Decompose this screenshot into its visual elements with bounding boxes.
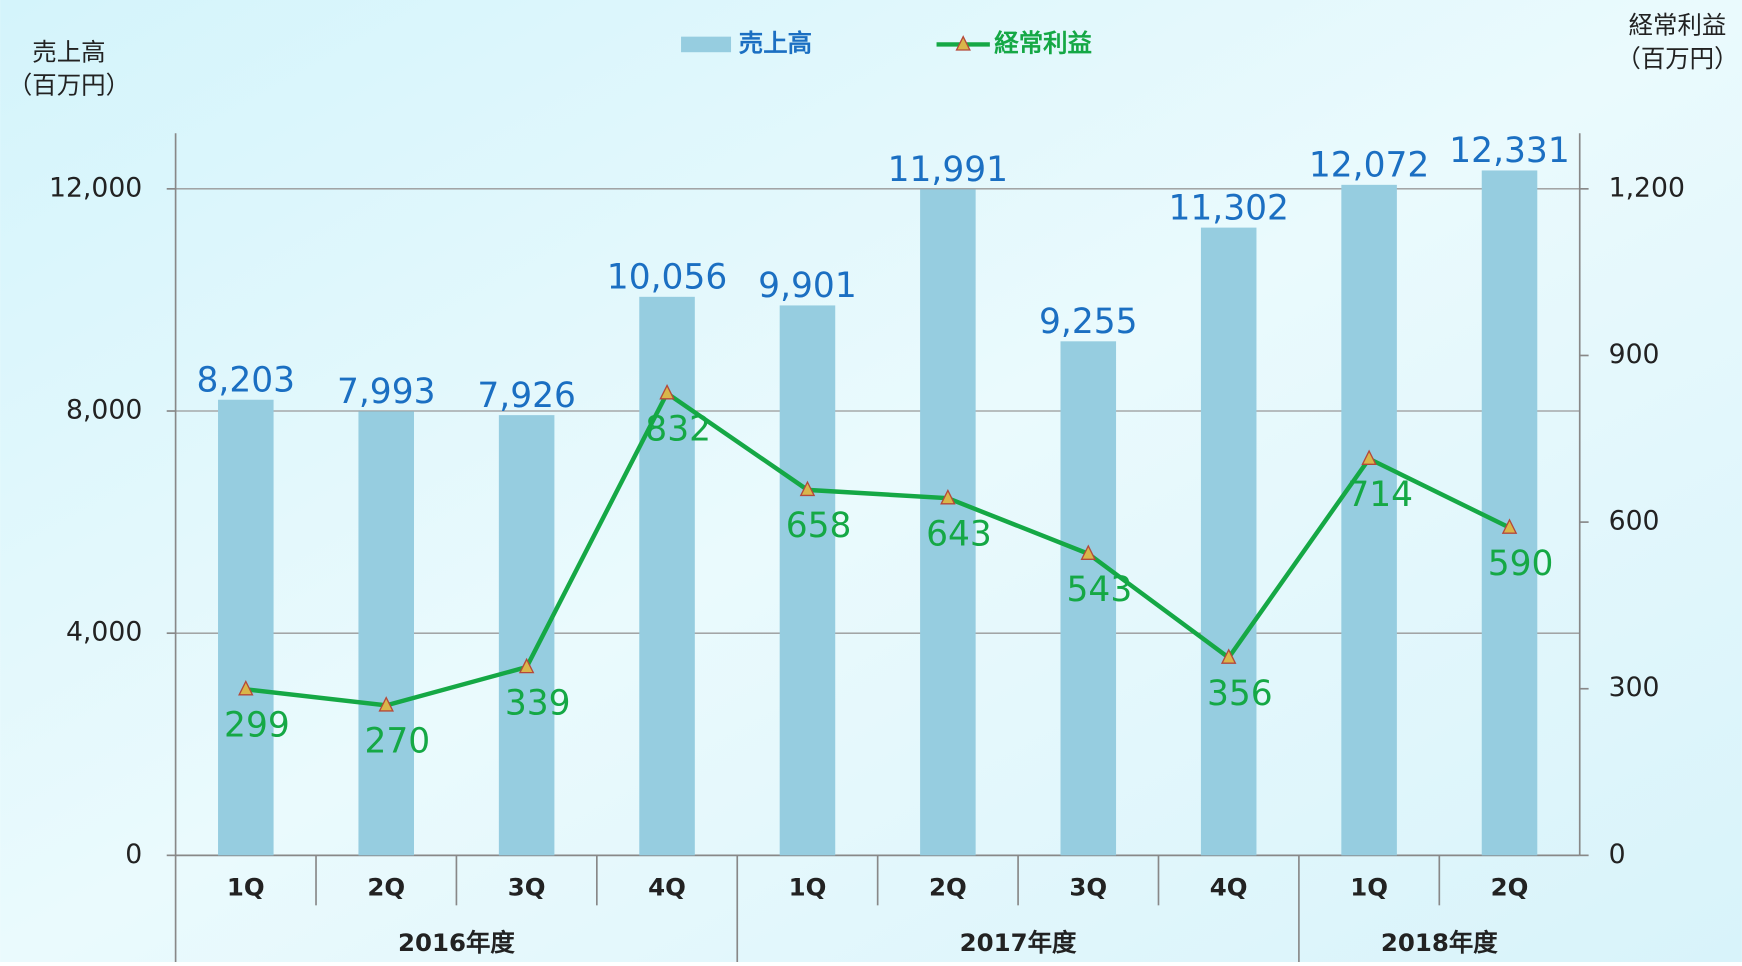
y2-axis-title: （百万円） [1616,44,1738,73]
bar [920,189,976,856]
y-tick-label: 12,000 [49,172,142,203]
bar [1200,227,1257,856]
x-tick-label: 3Q [508,873,546,902]
bar-value-label: 9,255 [1039,302,1138,342]
legend-marker [955,35,971,51]
y2-tick-label: 300 [1609,672,1660,703]
bar-value-label: 12,072 [1309,146,1429,186]
x-tick-label: 2Q [929,873,967,902]
marker [1501,518,1518,534]
x-tick-label: 3Q [1069,873,1107,902]
x-tick-label: 1Q [789,873,827,902]
y-axis-title: 売上高 [32,37,105,66]
bar [1481,170,1538,856]
x-tick-label: 1Q [227,873,265,902]
y-tick-label: 0 [125,839,142,870]
legend-label: 経常利益 [994,28,1092,57]
legend-swatch [681,36,732,53]
marker [518,657,535,674]
bar [1341,184,1397,856]
y-tick-label: 4,000 [66,617,142,648]
line-value-label: 270 [364,722,430,762]
bar [639,296,695,856]
line-value-label: 299 [224,706,290,746]
y-tick-label: 8,000 [66,395,142,426]
bar [358,411,414,856]
marker [799,480,816,497]
marker [378,696,394,712]
group-label: 2017年度 [960,928,1077,957]
bar-value-label: 8,203 [197,360,296,400]
bar-value-label: 11,302 [1168,188,1288,228]
x-tick-label: 4Q [1210,873,1248,902]
marker [659,383,675,400]
group-label: 2016年度 [398,928,515,957]
line-value-label: 714 [1347,475,1413,515]
bar-value-label: 7,926 [477,376,576,416]
bar [498,415,555,856]
line [245,389,1511,708]
marker [1220,648,1237,664]
y2-axis-title: 経常利益 [1629,11,1727,40]
line-value-label: 643 [926,514,992,554]
line-value-label: 356 [1207,674,1273,714]
y2-tick-label: 1,200 [1609,172,1685,203]
bar [779,305,836,856]
y2-tick-label: 600 [1609,506,1660,537]
x-tick-label: 2Q [367,873,405,902]
line-value-label: 339 [505,683,571,723]
bar-value-label: 11,991 [888,150,1008,190]
bar [1060,341,1117,856]
bar-value-label: 9,901 [758,266,857,306]
y-axis-title: （百万円） [8,71,130,100]
line-value-label: 543 [1067,570,1133,610]
y2-tick-label: 0 [1609,839,1626,870]
x-tick-label: 2Q [1491,873,1529,902]
x-tick-label: 1Q [1350,873,1388,902]
bar-value-label: 7,993 [337,372,436,412]
marker [1361,449,1377,466]
marker [238,680,254,696]
group-label: 2018年度 [1381,928,1498,957]
line-value-label: 658 [786,506,852,546]
line-value-label: 590 [1488,544,1554,584]
x-tick-label: 4Q [648,873,686,902]
bar-value-label: 12,331 [1449,131,1569,171]
y2-tick-label: 900 [1609,339,1660,370]
legend-label: 売上高 [739,28,812,57]
marker [1080,544,1097,560]
marker [940,488,956,505]
bar-value-label: 10,056 [607,258,727,298]
bar [218,399,274,856]
line-value-label: 832 [645,410,711,450]
